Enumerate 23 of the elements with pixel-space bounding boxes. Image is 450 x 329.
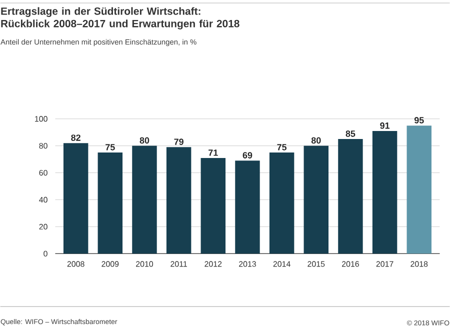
data-label: 85	[346, 130, 356, 138]
data-label: 69	[242, 152, 252, 159]
bar	[269, 152, 294, 254]
bar	[406, 126, 432, 254]
data-label: 80	[311, 137, 321, 144]
bar	[372, 131, 398, 254]
data-label: 71	[208, 150, 218, 156]
data-label: 82	[71, 134, 80, 142]
bar	[338, 139, 363, 254]
bar	[63, 143, 88, 254]
bar	[132, 146, 157, 254]
data-label: 95	[414, 117, 424, 124]
bar	[98, 152, 123, 254]
bar	[166, 147, 192, 254]
data-label: 75	[106, 144, 115, 151]
data-label: 75	[277, 144, 287, 151]
data-label: 79	[174, 138, 184, 146]
data-label: 91	[380, 122, 390, 129]
bar	[304, 146, 328, 254]
chart-title: Ertragslage in der Südtiroler Wirtschaft: Rückblick 2008–2017 und Erwartungen für 2018	[1, 7, 240, 30]
bar	[235, 160, 260, 254]
data-label: 80	[140, 137, 150, 144]
bar	[200, 158, 226, 254]
